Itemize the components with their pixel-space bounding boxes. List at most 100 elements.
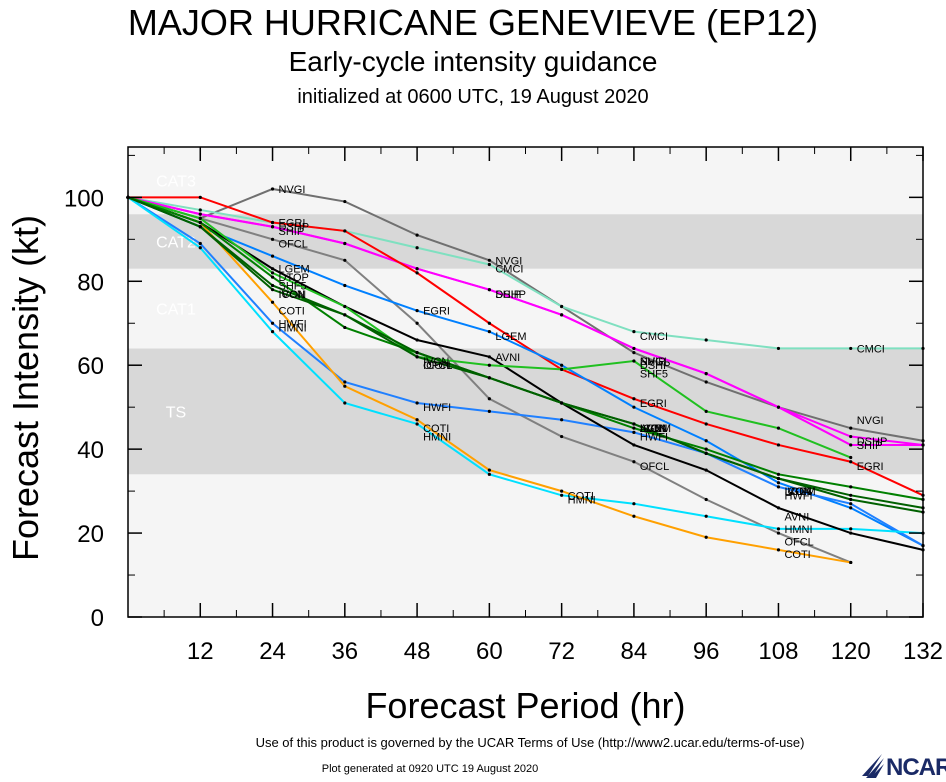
model-label-dshp: DSHP [640, 360, 671, 372]
data-point-lgem [704, 439, 708, 443]
y-tick-label: 100 [64, 185, 104, 212]
model-label-cmci: CMCI [857, 343, 885, 355]
model-label-ivcn: IVCN [784, 486, 810, 498]
model-label-ivcn: IVCN [640, 423, 666, 435]
data-point-cmci [415, 246, 419, 250]
series-line-egri [128, 196, 924, 497]
chart-title: MAJOR HURRICANE GENEVIEVE (EP12) [127, 2, 819, 43]
data-point-coti [487, 468, 491, 472]
data-point-egri [776, 443, 781, 447]
ncar-logo-text: NCAR [886, 754, 946, 781]
data-point-lgem [415, 309, 419, 313]
data-point-ofcl [704, 497, 708, 502]
data-point-hwfi [270, 321, 275, 325]
x-tick-label: 84 [621, 638, 648, 665]
data-point-hmni [198, 246, 202, 250]
model-label-egri: EGRI [423, 306, 450, 318]
data-point-egri [415, 271, 419, 275]
data-point-shf5 [343, 304, 347, 309]
model-label-dshp: DSHP [279, 222, 310, 234]
data-point-dtop [704, 447, 708, 451]
series-line-hmni [127, 196, 924, 535]
data-point-nvgi [632, 351, 636, 355]
model-label-lgem: LGEM [279, 264, 310, 276]
x-tick-label: 132 [903, 638, 943, 665]
data-point-ofcl [270, 237, 275, 241]
data-point-coti [415, 418, 419, 422]
data-point-lgem [487, 330, 491, 334]
data-point-nvgi [704, 380, 708, 384]
model-label-shf5: SHF5 [640, 369, 668, 381]
data-point-egri [270, 220, 275, 225]
band-cat2 [128, 214, 923, 269]
data-point-hmni [487, 472, 491, 476]
data-point-hwfi [776, 485, 781, 489]
data-point-egri [632, 397, 636, 401]
data-point-coti [560, 489, 564, 493]
model-label-hmni: HMNI [568, 495, 596, 507]
model-label-egri: EGRI [279, 218, 306, 230]
data-point-avni [487, 355, 491, 359]
data-point-shf5 [849, 455, 853, 460]
model-label-cmci: CMCI [640, 331, 668, 343]
data-point-lgem [343, 283, 347, 288]
data-point-coti [849, 560, 853, 565]
model-label-icon: ICON [423, 360, 451, 372]
data-point-cmci [487, 262, 491, 267]
data-point-egri [198, 195, 202, 199]
data-point-ivcn [270, 283, 275, 288]
data-point-hwfi [198, 241, 202, 246]
data-point-icon [270, 288, 275, 292]
series-line-hwfi [127, 196, 924, 547]
model-label-nvgi: NVGI [640, 356, 667, 368]
model-label-hmni: HMNI [784, 524, 812, 536]
data-point-coti [343, 384, 347, 388]
data-point-icon [415, 355, 419, 359]
data-point-coti [632, 514, 636, 518]
data-point-lgem [849, 506, 853, 510]
band-label-cat1: CAT1 [156, 302, 196, 319]
data-point-dshp [487, 288, 491, 292]
band-label-cat3: CAT3 [156, 174, 196, 191]
model-label-hwfi: HWFI [640, 432, 668, 444]
model-label-nvgi: NVGI [495, 255, 522, 267]
data-point-cmci [560, 304, 564, 309]
data-point-coti [270, 300, 275, 304]
model-label-lgem: LGEM [495, 331, 526, 343]
data-point-hwfi [487, 409, 491, 413]
data-point-avni [632, 443, 636, 447]
data-point-shf5 [704, 409, 708, 413]
data-point-hmni [560, 493, 564, 497]
model-label-hmni: HMNI [279, 322, 307, 334]
plot-generated-text: Plot generated at 0920 UTC 19 August 202… [321, 763, 539, 775]
data-point-ivcn [415, 351, 419, 355]
model-label-avni: AVNI [784, 511, 809, 523]
data-point-nvgi [270, 187, 275, 191]
data-point-dshp [343, 241, 347, 246]
data-point-avni [849, 531, 853, 535]
model-label-ofcl: OFCL [423, 360, 452, 372]
model-label-icon: ICON [640, 423, 668, 435]
data-point-icon [849, 497, 853, 502]
data-point-dshp [632, 346, 636, 351]
data-point-dtop [776, 472, 781, 476]
model-label-hwfi: HWFI [279, 318, 307, 330]
model-label-hwfi: HWFI [784, 490, 812, 502]
series-line-nvgi [127, 187, 924, 442]
data-point-ivcn [487, 376, 491, 380]
model-label-hwfi: HWFI [423, 402, 451, 414]
data-point-cmci [198, 208, 202, 212]
data-point-shf5 [487, 363, 491, 367]
model-label-coti: COTI [423, 423, 449, 435]
model-label-icon: ICON [784, 486, 812, 498]
band-label-ts: TS [166, 404, 186, 421]
y-tick-label: 80 [77, 269, 104, 296]
data-point-ivcn [849, 493, 853, 497]
data-point-egri [487, 321, 491, 325]
data-point-dtop [849, 485, 853, 489]
ncar-logo: NCAR [858, 752, 946, 781]
data-point-hmni [776, 527, 781, 531]
data-point-cmci [704, 338, 708, 342]
y-tick-label: 40 [77, 437, 104, 464]
data-point-dshp [198, 212, 202, 216]
